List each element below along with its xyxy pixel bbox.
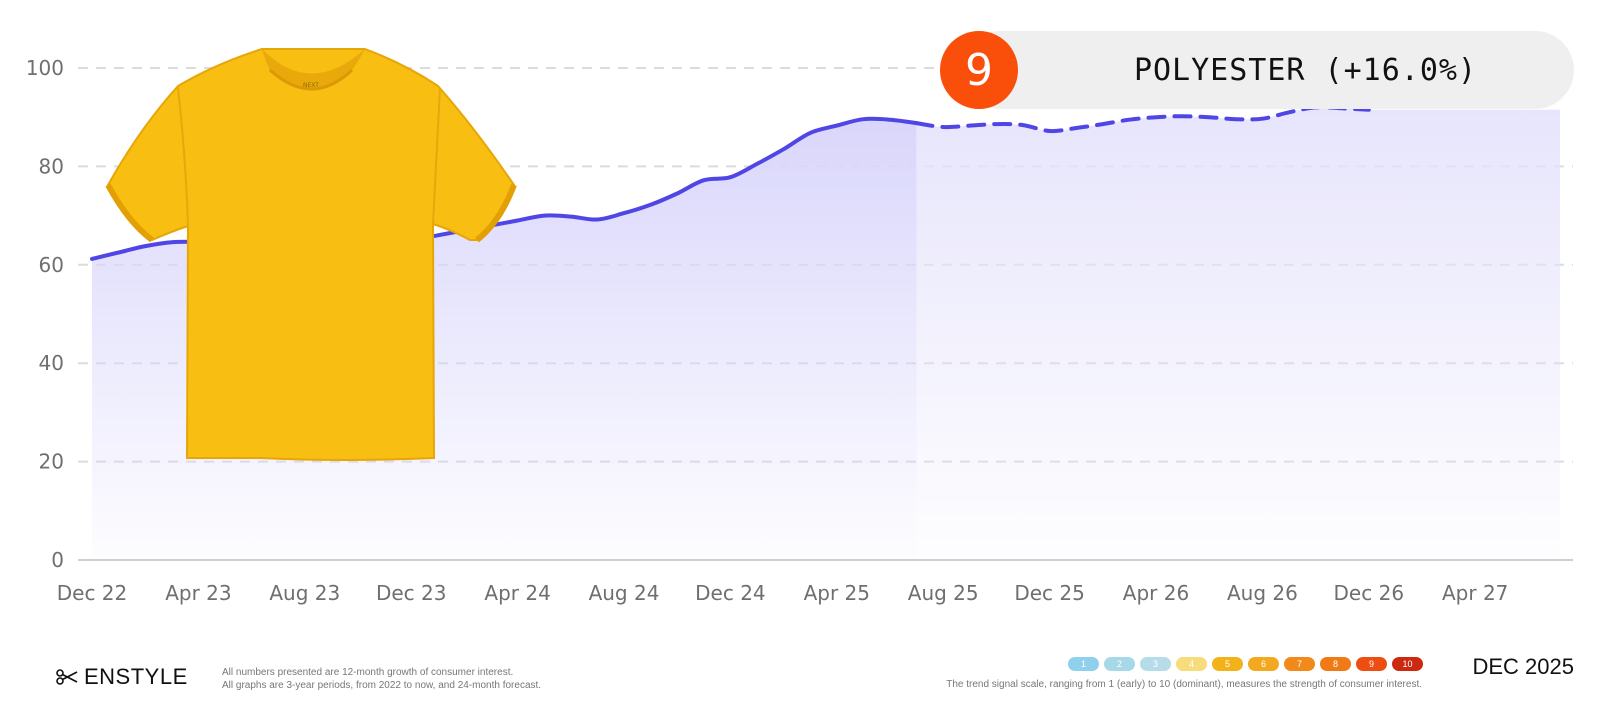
brand-logo: ENSTYLE <box>56 664 188 690</box>
report-date: DEC 2025 <box>1472 654 1574 679</box>
x-tick-label: Apr 25 <box>804 581 870 605</box>
scale-step: 5 <box>1212 657 1243 671</box>
y-tick-label: 100 <box>26 56 64 80</box>
x-tick-label: Aug 23 <box>269 581 340 605</box>
x-tick-label: Aug 26 <box>1227 581 1298 605</box>
brand-name: ENSTYLE <box>84 664 188 689</box>
t-shirt-image: NEXT <box>105 48 517 461</box>
badge-pill: POLYESTER (+16.0%) <box>962 31 1574 109</box>
scale-step: 3 <box>1140 657 1171 671</box>
scale-note: The trend signal scale, ranging from 1 (… <box>946 679 1422 690</box>
forecast-line <box>914 105 1371 134</box>
forecast-area <box>916 107 1560 560</box>
scale-step: 7 <box>1284 657 1315 671</box>
x-tick-label: Dec 23 <box>376 581 447 605</box>
footnotes: All numbers presented are 12-month growt… <box>222 666 541 692</box>
x-tick-label: Dec 24 <box>695 581 766 605</box>
y-tick-label: 80 <box>39 154 64 178</box>
x-tick-label: Apr 23 <box>165 581 231 605</box>
x-tick-label: Dec 26 <box>1334 581 1405 605</box>
scale-step: 9 <box>1356 657 1387 671</box>
x-tick-label: Dec 22 <box>57 581 128 605</box>
x-tick-label: Apr 24 <box>484 581 550 605</box>
scale-step: 6 <box>1248 657 1279 671</box>
trend-label: POLYESTER (+16.0%) <box>1133 52 1478 88</box>
y-tick-label: 40 <box>39 351 64 375</box>
scale-step: 2 <box>1104 657 1135 671</box>
trend-score: 9 <box>940 31 1018 109</box>
y-tick-label: 0 <box>51 548 64 572</box>
scale-step: 10 <box>1392 657 1423 671</box>
scale-step: 4 <box>1176 657 1207 671</box>
scissors-icon <box>56 669 78 685</box>
svg-text:NEXT: NEXT <box>303 82 319 89</box>
y-tick-label: 20 <box>39 450 64 474</box>
signal-scale: 1 2 3 4 5 6 7 8 9 10 <box>1068 657 1423 671</box>
footnote-line: All graphs are 3-year periods, from 2022… <box>222 680 542 691</box>
trend-badge: POLYESTER (+16.0%) 9 <box>940 31 1574 109</box>
x-tick-label: Dec 25 <box>1014 581 1085 605</box>
scale-step: 8 <box>1320 657 1351 671</box>
x-tick-label: Aug 24 <box>589 581 660 605</box>
y-tick-label: 60 <box>39 253 64 277</box>
x-tick-label: Apr 27 <box>1442 581 1508 605</box>
footnote-line: All numbers presented are 12-month growt… <box>222 667 514 678</box>
scale-step: 1 <box>1068 657 1099 671</box>
x-tick-label: Aug 25 <box>908 581 979 605</box>
x-tick-label: Apr 26 <box>1123 581 1189 605</box>
trend-chart: 0 20 40 60 80 100 Dec 22 Apr 23 Aug 23 Dec 23 Apr … <box>26 48 1573 605</box>
